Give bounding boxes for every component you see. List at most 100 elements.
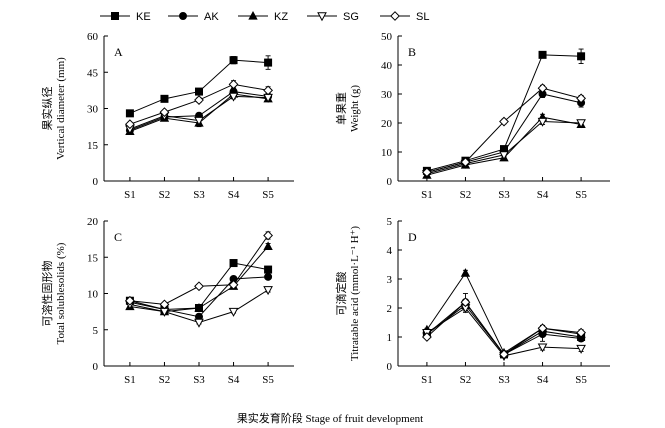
- panel-letter: D: [408, 230, 417, 244]
- data-point-sl: [537, 83, 548, 94]
- legend-marker-kz: [248, 10, 258, 20]
- figure-xlabel: 果实发育阶段 Stage of fruit development: [237, 411, 423, 425]
- series-sl: [422, 83, 586, 178]
- data-point-sl: [159, 107, 170, 118]
- y-tick-label: 0: [387, 361, 393, 373]
- series-line: [426, 301, 582, 356]
- data-point-sg: [263, 286, 273, 296]
- y-axis-label-en: Titratable acid (mmol·L⁻¹ H⁺): [349, 226, 361, 362]
- data-point-ke: [538, 50, 547, 59]
- data-point-sg: [499, 151, 509, 161]
- y-tick-label: 0: [93, 176, 99, 188]
- data-point-sl: [460, 157, 471, 168]
- x-tick-label: S1: [124, 374, 136, 386]
- y-tick-label: 0: [93, 361, 99, 373]
- x-tick-label: S3: [193, 189, 205, 201]
- panel-letter: B: [408, 45, 416, 59]
- x-tick-label: S5: [575, 189, 587, 201]
- series-kz: [422, 268, 586, 357]
- y-tick-label: 30: [87, 104, 99, 116]
- y-axis-label-cn: 可滴定酸: [334, 272, 348, 316]
- y-tick-label: 15: [87, 252, 99, 264]
- y-tick-label: 2: [387, 303, 393, 315]
- data-point-ke: [264, 265, 273, 274]
- data-point-sg: [194, 116, 204, 126]
- series-sl: [422, 297, 586, 360]
- y-axis-label-cn: 单果重: [334, 92, 348, 125]
- series-line: [426, 301, 582, 356]
- x-tick-label: S3: [498, 374, 510, 386]
- y-tick-label: 20: [381, 118, 393, 130]
- y-axis-label-cn: 可溶性固形物: [40, 261, 54, 327]
- data-point-sl: [228, 79, 239, 90]
- y-tick-label: 1: [387, 332, 393, 344]
- data-point-sl: [422, 332, 432, 342]
- y-tick-label: 10: [381, 147, 393, 159]
- y-tick-label: 50: [381, 31, 393, 43]
- legend-item-ke: KE: [100, 11, 151, 23]
- data-point-sg: [537, 117, 548, 127]
- y-axis-label-en: Weight (g): [349, 85, 361, 132]
- legend-marker-sg: [317, 12, 327, 22]
- legend-label: KE: [136, 11, 151, 23]
- x-tick-label: S4: [537, 374, 549, 386]
- data-point-sg: [228, 92, 239, 102]
- data-point-sl: [263, 85, 273, 96]
- panel-b: 0 10 20 30 40 50 S1 S2 S3 S4 S5 B 单果重 Weight (g): [334, 31, 610, 201]
- data-point-sl: [576, 327, 586, 338]
- x-tick-label: S2: [159, 374, 171, 386]
- panel-c: 0 5 10 15 20 S1 S2 S3 S4 S5 C 可溶性固形物 Total solubleso…: [40, 216, 294, 386]
- legend-label: KZ: [274, 11, 288, 23]
- x-tick-label: S2: [159, 189, 171, 201]
- data-point-sl: [499, 349, 509, 360]
- x-tick-label: S4: [537, 189, 549, 201]
- legend-item-sl: SL: [380, 11, 429, 23]
- data-point-kz: [460, 268, 471, 277]
- series-sl: [125, 230, 273, 310]
- series-ke: [125, 55, 273, 118]
- data-point-kz: [194, 302, 204, 312]
- x-tick-label: S1: [421, 189, 433, 201]
- data-point-sl: [125, 295, 135, 306]
- y-tick-label: 4: [387, 245, 393, 257]
- legend-marker-ak: [178, 11, 187, 20]
- data-point-sg: [194, 318, 204, 328]
- y-tick-label: 5: [93, 325, 99, 337]
- data-point-sl: [422, 167, 432, 178]
- data-point-ke: [229, 56, 238, 65]
- panel-letter: A: [114, 45, 123, 59]
- panel-d: 0 1 2 3 4 5 S1 S2 S3 S4 S5 D 可滴定酸 Titratable acid (mm…: [334, 216, 610, 386]
- y-tick-label: 15: [87, 140, 99, 152]
- data-point-sl: [499, 116, 509, 127]
- x-tick-label: S2: [460, 374, 472, 386]
- series-kz: [125, 241, 273, 316]
- x-tick-label: S1: [124, 189, 136, 201]
- panel-letter: C: [114, 230, 122, 244]
- data-point-ke: [125, 109, 134, 118]
- series-line: [129, 246, 269, 313]
- data-point-ke: [229, 259, 238, 268]
- x-tick-label: S4: [228, 189, 240, 201]
- data-point-sg: [576, 344, 586, 354]
- legend-marker-ke: [111, 11, 120, 20]
- data-point-sg: [576, 119, 586, 129]
- x-tick-label: S3: [498, 189, 510, 201]
- legend-label: SL: [416, 11, 429, 23]
- legend-item-sg: SG: [307, 11, 359, 23]
- x-tick-label: S5: [262, 189, 274, 201]
- data-point-ke: [264, 58, 273, 67]
- y-axis-label-en: Total solublesolids (%): [55, 242, 67, 344]
- legend-marker-sl: [390, 11, 400, 21]
- y-tick-label: 5: [387, 216, 393, 228]
- y-tick-label: 45: [87, 67, 99, 79]
- y-tick-label: 10: [87, 289, 99, 301]
- y-tick-label: 60: [87, 31, 99, 43]
- series-ak: [422, 90, 586, 177]
- data-point-ak: [264, 272, 273, 281]
- legend: KE AK KZ SG SL: [100, 10, 429, 23]
- data-point-sl: [159, 299, 170, 310]
- data-point-sl: [228, 279, 239, 290]
- y-axis-label-en: Vertical diameter (mm): [55, 57, 67, 160]
- series-ak: [125, 272, 273, 321]
